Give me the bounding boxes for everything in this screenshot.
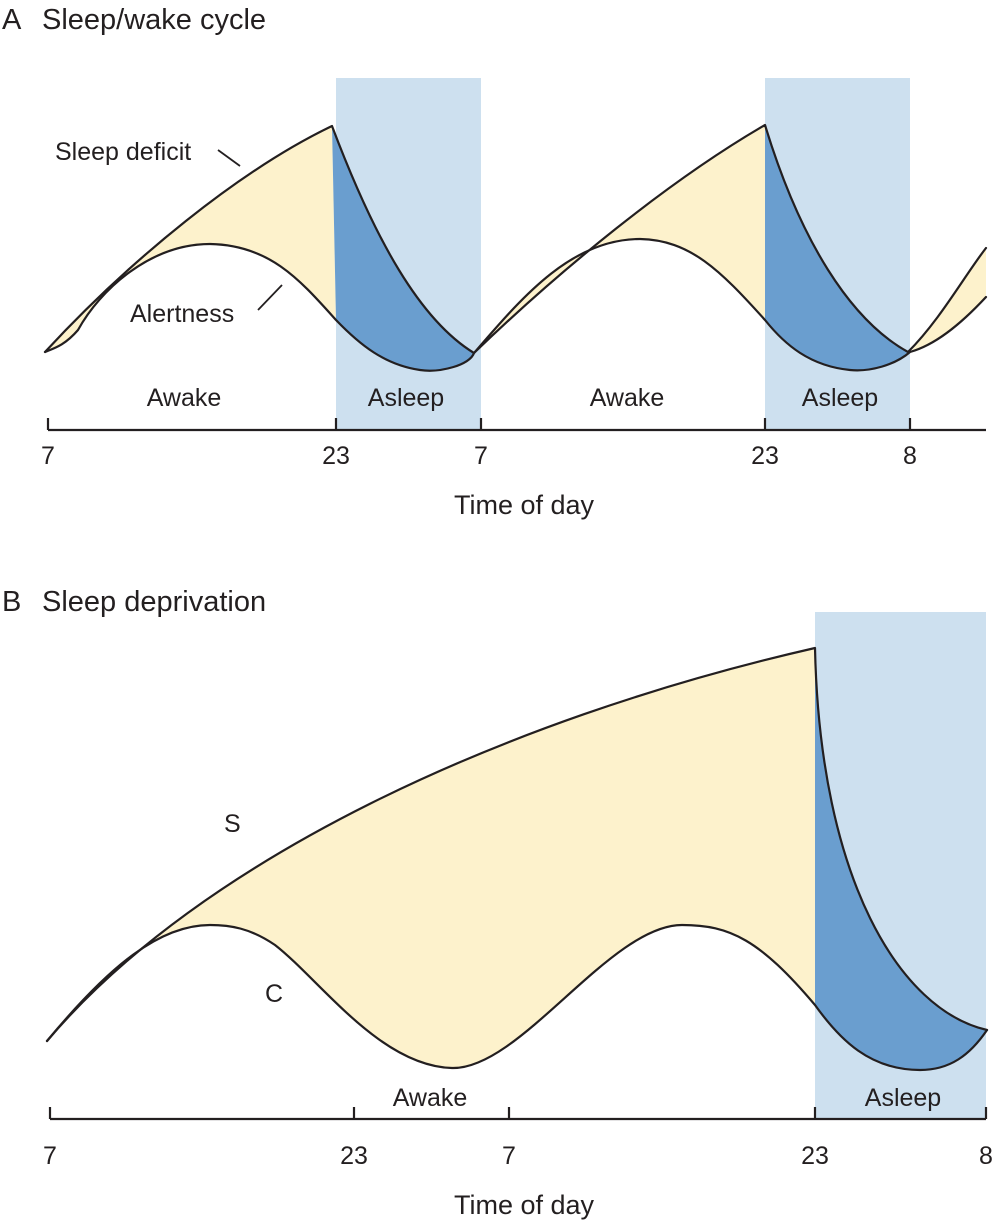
panel-b-letter: B <box>2 586 21 618</box>
panel-b-period-label: Awake <box>393 1084 468 1112</box>
panel-b-c-curve <box>45 923 989 1072</box>
panel-b-s-label: S <box>224 810 241 838</box>
panel-b-x-axis-title: Time of day <box>454 1190 595 1220</box>
panel-a-tick-label: 8 <box>903 442 917 470</box>
panel-a-letter: A <box>2 4 22 36</box>
panel-a-period-label: Awake <box>147 384 222 412</box>
panel-a-period-label: Asleep <box>802 384 878 412</box>
panel-a-title: Sleep/wake cycle <box>42 4 266 36</box>
panel-a-deficit-region-1 <box>45 126 336 352</box>
panel-a-period-label: Asleep <box>368 384 444 412</box>
panel-a-sleep-deficit-leader <box>217 149 241 167</box>
panel-a-recovery-region-2 <box>765 125 908 371</box>
panel-b-tick-label: 8 <box>979 1142 993 1170</box>
panel-b-deficit-region <box>47 648 815 1069</box>
panel-a-sleep-deficit-curve <box>43 123 988 355</box>
panel-a-tick-label: 7 <box>474 442 488 470</box>
panel-a-deficit-region-2 <box>474 125 765 353</box>
panel-a-alertness-label: Alertness <box>130 300 234 328</box>
panel-b-c-label: C <box>265 980 283 1008</box>
panel-b-title: Sleep deprivation <box>42 586 266 618</box>
panel-b-tick-label: 7 <box>502 1142 516 1170</box>
panel-a-alertness-leader <box>257 284 283 311</box>
panel-b: B Sleep deprivation S C Awake Asleep 7 2… <box>2 586 993 1220</box>
panel-a-tick-label: 23 <box>751 442 779 470</box>
panel-a-alertness-curve <box>43 237 988 372</box>
panel-b-tick-label: 7 <box>43 1142 57 1170</box>
panel-b-tick-label: 23 <box>801 1142 829 1170</box>
panel-a-x-axis-title: Time of day <box>454 490 595 520</box>
panel-a-tick-label: 7 <box>41 442 55 470</box>
panel-b-period-label: Asleep <box>865 1084 941 1112</box>
panel-a-recovery-region-1 <box>332 126 474 371</box>
panel-a: A Sleep/wake cycle Sleep deficit Alertne… <box>2 4 988 520</box>
panel-b-s-curve <box>45 646 989 1043</box>
panel-b-recovery-region <box>815 648 987 1070</box>
panel-a-period-label: Awake <box>590 384 665 412</box>
panel-a-sleep-deficit-label: Sleep deficit <box>55 138 191 166</box>
panel-a-tick-label: 23 <box>322 442 350 470</box>
panel-b-tick-label: 23 <box>340 1142 368 1170</box>
